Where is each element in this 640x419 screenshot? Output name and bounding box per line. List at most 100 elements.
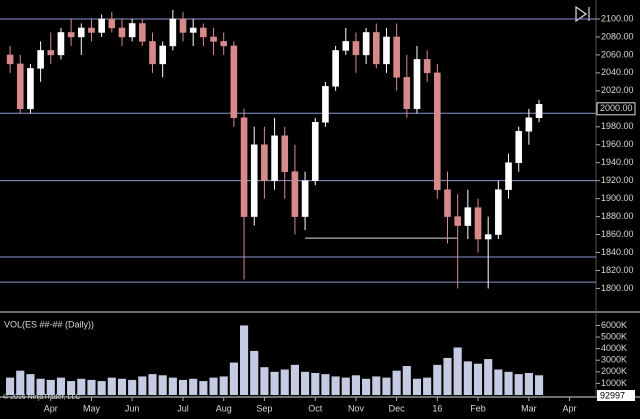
candle-body	[281, 135, 289, 172]
candle-body	[230, 45, 238, 119]
volume-bar	[534, 375, 544, 395]
volume-bar	[351, 375, 361, 395]
volume-bar	[290, 364, 299, 395]
candle-body	[98, 18, 105, 33]
volume-bar	[270, 371, 279, 395]
volume-bar	[423, 377, 432, 395]
candle-body	[535, 104, 543, 119]
y-tick-label: 1800.00	[601, 283, 634, 293]
volume-bar	[87, 379, 96, 395]
candle-body	[118, 27, 126, 38]
volume-bar	[16, 370, 25, 395]
volume-bar	[158, 375, 167, 395]
candle-body	[139, 23, 146, 42]
volume-bar	[168, 377, 177, 395]
volume-bar	[97, 381, 106, 395]
candle-body	[464, 207, 472, 226]
volume-bar	[77, 378, 86, 395]
y-tick-label: 1840.00	[601, 247, 634, 257]
icon-triangle	[575, 5, 588, 23]
candle-body	[474, 207, 482, 240]
last-volume-box	[597, 390, 635, 401]
volume-bar	[26, 374, 35, 395]
x-tick-label: Apr	[44, 403, 58, 413]
x-tick-label: Nov	[348, 403, 365, 413]
x-tick-label: 16	[432, 403, 442, 413]
volume-bar	[301, 371, 310, 395]
candle-body	[57, 32, 65, 56]
candle-body	[301, 180, 309, 217]
volume-bar	[341, 377, 350, 395]
candle-body	[403, 77, 411, 110]
volume-bar	[148, 374, 157, 395]
volume-bar	[239, 325, 249, 395]
y-tick-label: 2080.00	[601, 31, 634, 41]
x-tick-label: Jun	[125, 403, 140, 413]
volume-bar	[189, 378, 198, 395]
candle-body	[88, 27, 95, 33]
y-tick-label: 1880.00	[601, 211, 634, 221]
candle-body	[200, 27, 207, 38]
volume-bar	[473, 363, 483, 395]
candle-body	[291, 171, 299, 217]
candle-body	[495, 189, 502, 235]
candle-body	[423, 59, 431, 74]
candle-body	[342, 41, 350, 51]
last-volume-label: 92997	[600, 390, 625, 400]
candle-body	[240, 117, 248, 217]
y-tick-label: 2060.00	[601, 49, 634, 59]
candle-body	[169, 18, 177, 47]
volume-bar	[178, 379, 188, 395]
y-tick-label: 1000K	[601, 378, 627, 388]
y-tick-label: 1980.00	[601, 121, 634, 131]
volume-bar	[514, 374, 523, 395]
x-tick-label: Dec	[389, 403, 406, 413]
candle-body	[16, 63, 24, 110]
candle-body	[250, 144, 258, 217]
volume-bar	[321, 374, 330, 395]
y-tick-label: 1900.00	[601, 193, 634, 203]
volume-bar	[372, 376, 381, 395]
volume-bar	[443, 357, 452, 395]
candle-body	[393, 36, 400, 78]
y-tick-label: 1860.00	[601, 229, 634, 239]
volume-bar	[56, 377, 66, 395]
volume-bar	[117, 378, 127, 395]
candle-body	[6, 54, 14, 65]
candle-body	[525, 117, 533, 132]
candle-body	[128, 23, 136, 38]
y-tick-label: 1940.00	[601, 157, 634, 167]
y-tick-label: 3000K	[601, 355, 627, 365]
last-price-box	[596, 102, 636, 116]
volume-bar	[138, 376, 147, 395]
x-tick-label: Mar	[521, 403, 537, 413]
volume-bar	[524, 372, 533, 395]
x-tick-label: Apr	[563, 403, 577, 413]
volume-bar	[311, 372, 320, 395]
x-tick-label: Aug	[216, 403, 232, 413]
candle-body	[332, 50, 339, 87]
candle-body	[413, 59, 421, 110]
candle-body	[454, 216, 461, 226]
candle-body	[271, 135, 278, 181]
candle-body	[27, 68, 34, 110]
candle-body	[484, 234, 492, 240]
candle-body	[383, 36, 390, 65]
volume-bar	[504, 371, 513, 395]
volume-bar	[36, 378, 45, 395]
volume-bar	[107, 377, 116, 395]
volume-bar	[402, 366, 411, 395]
volume-bar	[219, 376, 228, 395]
volume-bar	[362, 378, 371, 395]
x-tick-label: Feb	[470, 403, 486, 413]
candle-body	[372, 32, 380, 65]
y-tick-label: 2020.00	[601, 85, 634, 95]
volume-bar	[453, 347, 462, 395]
candle-body	[210, 36, 217, 42]
volume-bar	[260, 367, 269, 395]
candle-body	[108, 18, 116, 29]
volume-bar	[433, 364, 442, 395]
volume-bar	[412, 378, 422, 395]
